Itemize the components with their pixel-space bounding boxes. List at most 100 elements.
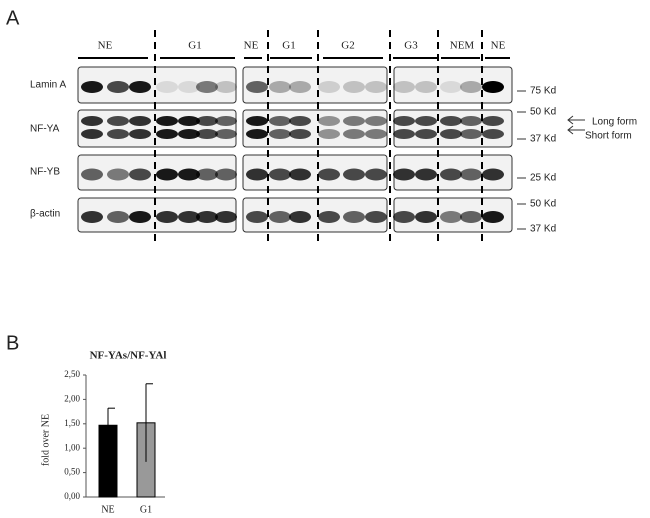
arrow	[567, 125, 585, 135]
band	[460, 168, 482, 181]
band	[269, 168, 291, 181]
band	[196, 116, 218, 126]
band	[440, 168, 462, 181]
band	[107, 116, 129, 126]
band	[81, 211, 103, 223]
band	[440, 116, 462, 126]
marker-label: 75 Kd	[530, 86, 556, 97]
marker-label: 50 Kd	[530, 199, 556, 210]
band	[440, 81, 462, 93]
band	[343, 81, 365, 93]
band	[156, 81, 178, 93]
band	[318, 81, 340, 93]
band	[129, 168, 151, 181]
blot-box	[242, 66, 388, 104]
band	[129, 116, 151, 126]
band	[81, 116, 103, 126]
band	[156, 211, 178, 223]
band	[393, 129, 415, 139]
group-label: NE	[491, 40, 506, 52]
band	[440, 211, 462, 223]
band	[482, 129, 504, 139]
band	[289, 129, 311, 139]
x-tick-label: G1	[140, 504, 152, 515]
blot-box	[77, 109, 237, 148]
band	[365, 129, 387, 139]
band	[107, 129, 129, 139]
bar-chart: 0,00 0,50 1,00 1,50 2,00 2,50 NE G1	[64, 369, 156, 515]
band	[178, 168, 200, 181]
group-label: G1	[282, 40, 295, 52]
band	[129, 129, 151, 139]
y-tick-label: 1,50	[64, 418, 80, 428]
band	[289, 81, 311, 93]
band	[81, 81, 103, 93]
band	[215, 168, 237, 181]
chart-title: NF-YAs/NF-YAl	[90, 350, 167, 362]
group-label: NE	[244, 40, 259, 52]
row-label: β-actin	[30, 209, 60, 220]
band	[289, 211, 311, 223]
band	[415, 211, 437, 223]
band	[318, 168, 340, 181]
band	[393, 81, 415, 93]
y-tick-label: 1,00	[64, 442, 80, 452]
band	[178, 116, 200, 126]
y-tick-label: 0,50	[64, 467, 80, 477]
band	[246, 168, 268, 181]
band	[289, 116, 311, 126]
band	[318, 116, 340, 126]
band	[81, 129, 103, 139]
group-label: G2	[341, 40, 354, 52]
y-tick-label: 0,00	[64, 491, 80, 501]
band	[156, 116, 178, 126]
panel-label: B	[6, 332, 19, 354]
y-tick-label: 2,50	[64, 369, 80, 379]
band	[215, 129, 237, 139]
band	[129, 211, 151, 223]
band	[460, 211, 482, 223]
blot-box	[242, 154, 388, 191]
band	[269, 211, 291, 223]
band	[415, 168, 437, 181]
band	[415, 129, 437, 139]
y-tick-label: 2,00	[64, 393, 80, 403]
group-label: G3	[404, 40, 418, 52]
band	[269, 129, 291, 139]
band	[196, 81, 218, 93]
band	[393, 116, 415, 126]
band	[460, 81, 482, 93]
band	[178, 129, 200, 139]
marker-label: 37 Kd	[530, 134, 556, 145]
band	[440, 129, 462, 139]
band	[365, 168, 387, 181]
group-label: G1	[188, 40, 201, 52]
western-blots: NE G1 NE G1 G2 G3 NEM NE Lamin A NF-YA NF-YB β-acti…	[30, 30, 637, 242]
blot-box	[242, 109, 388, 148]
form-label: Short form	[585, 131, 632, 142]
band	[269, 116, 291, 126]
band	[318, 211, 340, 223]
band	[107, 81, 129, 93]
band	[365, 116, 387, 126]
band	[482, 168, 504, 181]
marker-label: 37 Kd	[530, 224, 556, 235]
y-axis-label: fold over NE	[40, 414, 51, 466]
band	[215, 81, 237, 93]
band	[415, 81, 437, 93]
band	[246, 211, 268, 223]
band	[318, 129, 340, 139]
band	[415, 116, 437, 126]
blot-box	[393, 109, 513, 148]
band	[343, 168, 365, 181]
band	[460, 129, 482, 139]
band	[215, 116, 237, 126]
row-label: NF-YB	[30, 167, 60, 178]
band	[246, 129, 268, 139]
marker-label: 25 Kd	[530, 173, 556, 184]
band	[246, 81, 268, 93]
band	[289, 168, 311, 181]
band	[365, 211, 387, 223]
